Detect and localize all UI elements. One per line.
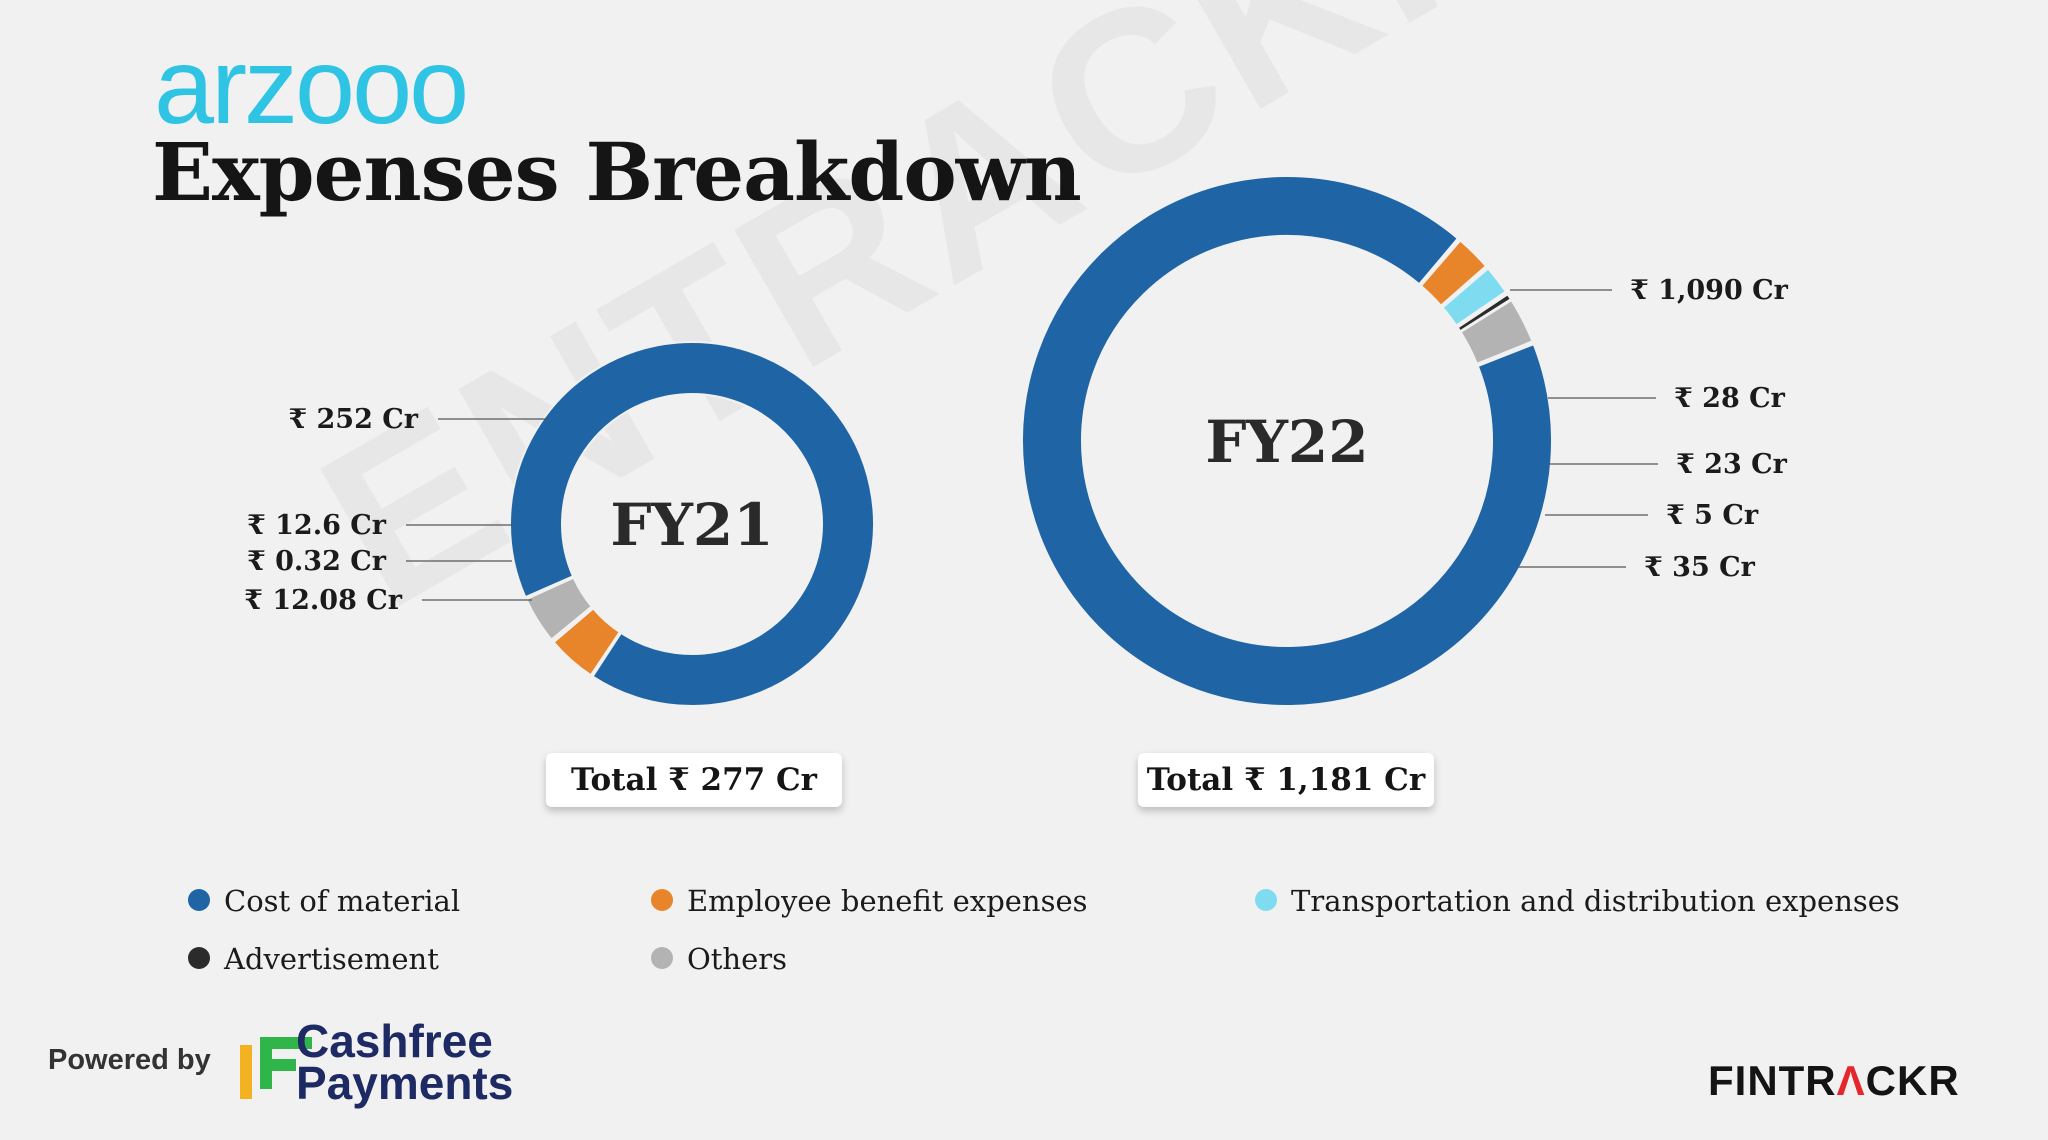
donut-slice-others (524, 576, 593, 641)
legend-item-transportation: Transportation and distribution expenses (1255, 883, 1900, 919)
donut-slice-transportation-and-distribution-expenses (1441, 267, 1508, 327)
legend-dot (1255, 889, 1277, 911)
value-label: ₹ 5 Cr (1666, 500, 1759, 531)
fintrackr-accent: Λ (1836, 1057, 1866, 1104)
value-label: ₹ 252 Cr (288, 404, 418, 435)
cashfree-line2: Payments (296, 1057, 514, 1109)
legend-label: Others (687, 942, 788, 976)
value-label: ₹ 0.32 Cr (247, 546, 387, 577)
donut-slice-cost-of-material (509, 341, 875, 707)
donut-center-label: FY22 (1205, 408, 1368, 476)
fy21-total-box: Total ₹ 277 Cr (546, 753, 842, 807)
legend-dot (188, 947, 210, 969)
donut-center-label: FY21 (610, 491, 773, 559)
fintrackr-logo: FINTRΛCKR (1708, 1060, 1960, 1102)
fintrackr-part2: CKR (1865, 1057, 1960, 1104)
cashfree-wordmark: Cashfree Payments (296, 1015, 514, 1109)
cashfree-logo-icon (240, 1037, 312, 1099)
value-label: ₹ 12.6 Cr (247, 510, 387, 541)
legend-item-cost-of-material: Cost of material (188, 883, 460, 919)
legend-label: Advertisement (224, 942, 439, 976)
legend-item-advertisement: Advertisement (188, 941, 439, 977)
cashfree-line1: Cashfree (296, 1015, 493, 1067)
fintrackr-part1: FINTR (1708, 1057, 1837, 1104)
fy22-total-box: Total ₹ 1,181 Cr (1138, 753, 1434, 807)
page-title: Expenses Breakdown (152, 125, 1082, 219)
powered-by-label: Powered by (48, 1044, 211, 1076)
value-label: ₹ 1,090 Cr (1630, 275, 1789, 306)
fy22-donut: ₹ 1,090 Cr ₹ 28 Cr ₹ 23 Cr ₹ 5 Cr ₹ 35 Cr FY2… (1021, 175, 1789, 707)
legend-dot (651, 947, 673, 969)
value-label: ₹ 28 Cr (1674, 383, 1786, 414)
value-label: ₹ 23 Cr (1676, 449, 1788, 480)
legend-dot (651, 889, 673, 911)
legend-item-employee-benefit: Employee benefit expenses (651, 883, 1088, 919)
legend-label: Transportation and distribution expenses (1291, 884, 1900, 918)
donut-slice-employee-benefit-expenses (552, 607, 622, 677)
legend-label: Cost of material (224, 884, 461, 918)
value-label: ₹ 35 Cr (1644, 552, 1756, 583)
legend-label: Employee benefit expenses (687, 884, 1088, 918)
legend-dot (188, 889, 210, 911)
arzooo-logo: arzooo (154, 25, 469, 146)
fy21-donut: ₹ 252 Cr ₹ 12.6 Cr ₹ 0.32 Cr ₹ 12.08 Cr FY21 (244, 341, 875, 707)
donut-slice-employee-benefit-expenses (1419, 239, 1488, 308)
value-label: ₹ 12.08 Cr (244, 585, 403, 616)
donut-slice-others (1459, 298, 1534, 366)
legend-item-others: Others (651, 941, 787, 977)
donut-slice-cost-of-material (1021, 175, 1553, 707)
